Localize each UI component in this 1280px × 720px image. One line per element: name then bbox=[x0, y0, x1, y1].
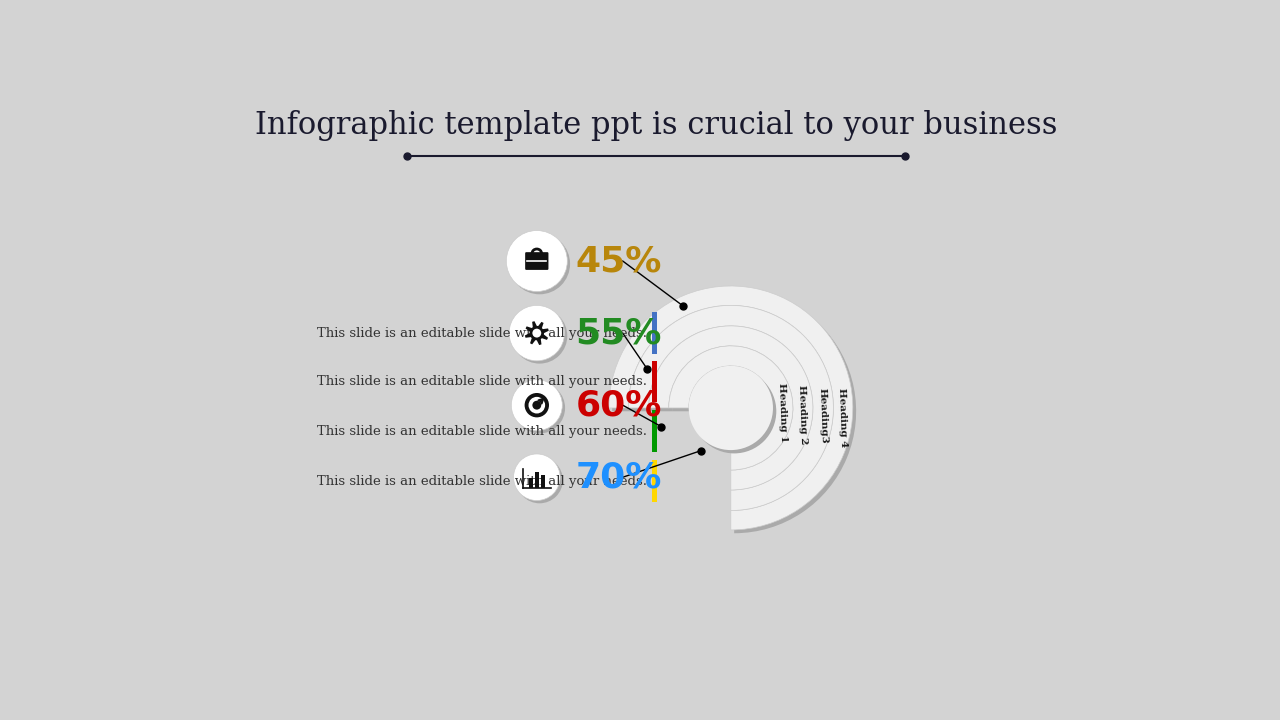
Circle shape bbox=[532, 401, 541, 410]
Bar bbox=[652, 410, 657, 452]
Text: This slide is an editable slide with all your needs.: This slide is an editable slide with all… bbox=[317, 327, 648, 340]
Circle shape bbox=[512, 308, 567, 364]
Wedge shape bbox=[652, 329, 817, 493]
Circle shape bbox=[511, 379, 562, 431]
Text: Heading 4: Heading 4 bbox=[837, 388, 849, 448]
Circle shape bbox=[516, 456, 563, 503]
Wedge shape bbox=[628, 305, 833, 510]
Text: 55%: 55% bbox=[576, 316, 662, 350]
Wedge shape bbox=[668, 346, 792, 470]
Text: This slide is an editable slide with all your needs.: This slide is an editable slide with all… bbox=[317, 425, 648, 438]
Polygon shape bbox=[525, 321, 549, 345]
Text: Heading3: Heading3 bbox=[818, 388, 828, 444]
Wedge shape bbox=[672, 349, 796, 473]
Wedge shape bbox=[631, 309, 837, 514]
Bar bbox=[540, 475, 544, 488]
FancyBboxPatch shape bbox=[525, 252, 548, 270]
Text: This slide is an editable slide with all your needs.: This slide is an editable slide with all… bbox=[317, 474, 648, 487]
Text: 60%: 60% bbox=[576, 388, 662, 422]
Text: This slide is an editable slide with all your needs.: This slide is an editable slide with all… bbox=[317, 375, 648, 388]
Bar bbox=[535, 472, 539, 488]
Circle shape bbox=[515, 382, 564, 433]
Wedge shape bbox=[649, 326, 813, 490]
Text: Heading 1: Heading 1 bbox=[777, 382, 788, 443]
Bar bbox=[652, 460, 657, 502]
Circle shape bbox=[509, 305, 564, 361]
Bar bbox=[652, 361, 657, 402]
Circle shape bbox=[532, 328, 541, 338]
Circle shape bbox=[689, 366, 773, 450]
Wedge shape bbox=[609, 286, 852, 530]
Bar bbox=[652, 312, 657, 354]
Text: 70%: 70% bbox=[576, 460, 662, 494]
Bar bbox=[529, 478, 532, 488]
Circle shape bbox=[525, 393, 549, 418]
Circle shape bbox=[529, 397, 545, 413]
Text: Heading 2: Heading 2 bbox=[797, 384, 808, 444]
Circle shape bbox=[507, 230, 567, 292]
Text: Infographic template ppt is crucial to your business: Infographic template ppt is crucial to y… bbox=[255, 109, 1057, 140]
Circle shape bbox=[509, 233, 570, 294]
Text: 45%: 45% bbox=[576, 244, 662, 278]
Circle shape bbox=[692, 369, 776, 454]
Circle shape bbox=[513, 454, 561, 500]
Wedge shape bbox=[612, 289, 856, 534]
